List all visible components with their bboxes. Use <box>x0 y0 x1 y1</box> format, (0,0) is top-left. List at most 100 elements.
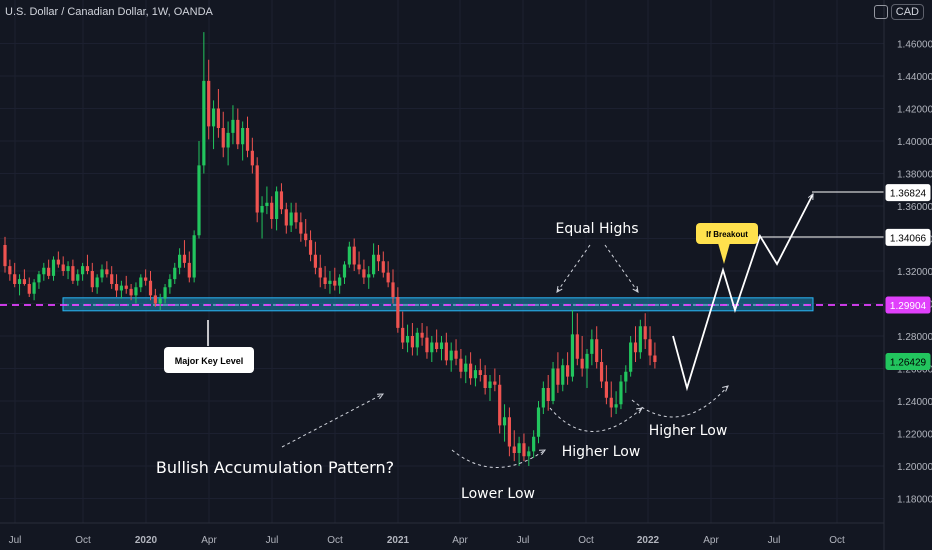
candle <box>561 358 565 392</box>
candle <box>430 336 434 362</box>
candle <box>308 230 313 262</box>
candle <box>648 326 652 366</box>
candle-body <box>372 254 376 275</box>
candle <box>362 259 366 284</box>
candle <box>449 342 453 372</box>
candle-body <box>221 128 225 148</box>
price-axis[interactable]: 1.180001.200001.220001.240001.260001.280… <box>897 40 932 506</box>
candle-body <box>192 235 196 278</box>
candle-body <box>536 407 541 437</box>
candle <box>105 261 109 278</box>
x-tick-label: Apr <box>201 535 217 546</box>
candle-body <box>619 381 623 405</box>
arrowhead <box>632 285 639 293</box>
candle-body <box>270 202 274 219</box>
candle-body <box>47 267 51 276</box>
candle-body <box>362 269 366 278</box>
candle-body <box>85 266 90 271</box>
candle <box>313 241 317 275</box>
candle-body <box>527 451 531 457</box>
candle-body <box>541 388 545 408</box>
currency-settings-icon[interactable] <box>874 5 888 19</box>
y-tick-label: 1.28000 <box>897 332 932 343</box>
x-tick-label: Oct <box>75 535 91 546</box>
candle-body <box>401 327 405 343</box>
candle-body <box>483 375 487 388</box>
candle-body <box>522 443 526 457</box>
candle <box>8 259 12 281</box>
candle-body <box>318 267 322 278</box>
candle-body <box>308 240 313 255</box>
candle <box>507 407 511 457</box>
candle-body <box>17 279 22 284</box>
candle <box>483 365 487 395</box>
candle <box>289 202 293 232</box>
candle-body <box>502 417 507 426</box>
candle <box>226 121 230 166</box>
candle <box>37 271 41 289</box>
candle-body <box>415 332 419 348</box>
price-label-text: 1.36824 <box>890 189 927 200</box>
candle <box>61 256 65 276</box>
price-label-box <box>885 184 931 202</box>
candle <box>178 248 182 275</box>
candle-body <box>42 267 46 275</box>
candle <box>236 108 240 150</box>
candle-body <box>61 264 65 271</box>
candle <box>410 323 414 356</box>
candle-body <box>595 339 599 362</box>
candle-body <box>614 404 618 408</box>
candle <box>546 375 550 411</box>
candle <box>357 251 361 275</box>
candle <box>478 358 482 382</box>
candle-body <box>255 165 259 213</box>
candle <box>148 271 153 301</box>
candle <box>100 264 104 283</box>
candle <box>158 293 162 310</box>
candle-body <box>469 363 473 379</box>
candle <box>599 349 604 388</box>
grid-lines <box>0 0 884 523</box>
candle-body <box>517 443 521 453</box>
candle-body <box>512 446 516 453</box>
candle-body <box>279 191 284 210</box>
candle <box>464 355 468 384</box>
higher-low-label-1: Higher Low <box>562 444 641 460</box>
candle-body <box>386 272 390 283</box>
candle <box>66 261 70 280</box>
candle-body <box>66 266 70 271</box>
x-tick-label: Apr <box>452 535 468 546</box>
candle-body <box>449 350 453 361</box>
candle-body <box>599 362 604 382</box>
candle-body <box>333 280 337 286</box>
candle-body <box>653 355 657 362</box>
candle <box>527 446 531 466</box>
candle <box>255 157 259 223</box>
candle-body <box>551 368 555 401</box>
time-axis[interactable]: Jul Oct 2020 Apr Jul Oct 2021 Apr Jul Oct 2022 Apr J… <box>9 535 845 546</box>
candle <box>488 375 492 401</box>
candle-body <box>493 381 497 385</box>
candle <box>299 212 303 242</box>
candle <box>614 391 618 414</box>
candle <box>221 111 225 158</box>
candle-body <box>648 339 652 356</box>
candle <box>187 251 191 283</box>
candle-body <box>454 350 458 359</box>
candle <box>454 339 458 366</box>
currency-badge[interactable]: CAD <box>890 4 924 20</box>
candle <box>211 100 216 150</box>
candle <box>512 430 516 462</box>
price-label-text: 1.26429 <box>890 358 927 369</box>
candle <box>90 262 94 293</box>
annotation-overlay: If Breakout Major Key Level Equal Highs Bul… <box>156 191 884 502</box>
x-tick-label: Apr <box>703 535 719 546</box>
x-tick-label: 2021 <box>387 535 410 546</box>
candle-body <box>376 254 381 262</box>
candle <box>425 326 429 359</box>
candle-body <box>114 284 119 291</box>
y-tick-label: 1.38000 <box>897 170 932 181</box>
candle-body <box>357 264 361 270</box>
candle <box>124 275 128 294</box>
